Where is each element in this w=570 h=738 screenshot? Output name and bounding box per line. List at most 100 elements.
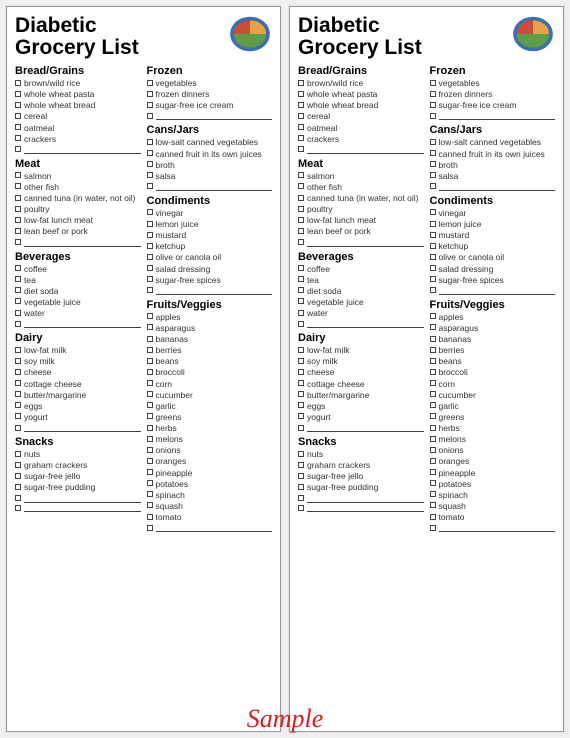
checkbox[interactable]	[430, 436, 436, 442]
checkbox[interactable]	[430, 369, 436, 375]
checkbox[interactable]	[147, 221, 153, 227]
blank-line[interactable]	[307, 320, 424, 328]
checkbox[interactable]	[15, 402, 21, 408]
checkbox[interactable]	[430, 150, 436, 156]
blank-line[interactable]	[156, 112, 273, 120]
checkbox[interactable]	[298, 484, 304, 490]
checkbox[interactable]	[147, 514, 153, 520]
checkbox[interactable]	[15, 505, 21, 511]
checkbox[interactable]	[430, 254, 436, 260]
checkbox[interactable]	[430, 491, 436, 497]
checkbox[interactable]	[15, 135, 21, 141]
checkbox[interactable]	[430, 276, 436, 282]
checkbox[interactable]	[147, 413, 153, 419]
checkbox[interactable]	[298, 265, 304, 271]
checkbox[interactable]	[298, 310, 304, 316]
checkbox[interactable]	[147, 491, 153, 497]
checkbox[interactable]	[15, 451, 21, 457]
checkbox[interactable]	[15, 124, 21, 130]
checkbox[interactable]	[298, 91, 304, 97]
checkbox[interactable]	[298, 321, 304, 327]
checkbox[interactable]	[147, 447, 153, 453]
checkbox[interactable]	[15, 239, 21, 245]
checkbox[interactable]	[15, 413, 21, 419]
checkbox[interactable]	[430, 525, 436, 531]
checkbox[interactable]	[15, 484, 21, 490]
blank-line[interactable]	[439, 112, 556, 120]
checkbox[interactable]	[15, 195, 21, 201]
checkbox[interactable]	[298, 228, 304, 234]
checkbox[interactable]	[430, 413, 436, 419]
checkbox[interactable]	[147, 425, 153, 431]
checkbox[interactable]	[298, 172, 304, 178]
checkbox[interactable]	[298, 276, 304, 282]
checkbox[interactable]	[430, 102, 436, 108]
checkbox[interactable]	[147, 139, 153, 145]
checkbox[interactable]	[147, 265, 153, 271]
checkbox[interactable]	[430, 480, 436, 486]
checkbox[interactable]	[298, 217, 304, 223]
checkbox[interactable]	[147, 172, 153, 178]
checkbox[interactable]	[298, 239, 304, 245]
blank-line[interactable]	[439, 287, 556, 295]
checkbox[interactable]	[430, 161, 436, 167]
checkbox[interactable]	[15, 113, 21, 119]
checkbox[interactable]	[430, 380, 436, 386]
checkbox[interactable]	[298, 473, 304, 479]
checkbox[interactable]	[298, 380, 304, 386]
checkbox[interactable]	[298, 358, 304, 364]
checkbox[interactable]	[15, 358, 21, 364]
blank-line[interactable]	[307, 146, 424, 154]
checkbox[interactable]	[430, 221, 436, 227]
blank-line[interactable]	[24, 239, 141, 247]
checkbox[interactable]	[15, 206, 21, 212]
checkbox[interactable]	[298, 425, 304, 431]
checkbox[interactable]	[15, 228, 21, 234]
checkbox[interactable]	[15, 425, 21, 431]
checkbox[interactable]	[298, 413, 304, 419]
checkbox[interactable]	[430, 324, 436, 330]
checkbox[interactable]	[147, 183, 153, 189]
checkbox[interactable]	[15, 146, 21, 152]
checkbox[interactable]	[15, 91, 21, 97]
checkbox[interactable]	[147, 391, 153, 397]
checkbox[interactable]	[298, 287, 304, 293]
blank-line[interactable]	[24, 495, 141, 503]
checkbox[interactable]	[430, 80, 436, 86]
checkbox[interactable]	[147, 324, 153, 330]
checkbox[interactable]	[15, 391, 21, 397]
checkbox[interactable]	[147, 91, 153, 97]
checkbox[interactable]	[430, 425, 436, 431]
checkbox[interactable]	[15, 183, 21, 189]
checkbox[interactable]	[430, 391, 436, 397]
checkbox[interactable]	[430, 336, 436, 342]
checkbox[interactable]	[298, 451, 304, 457]
checkbox[interactable]	[430, 209, 436, 215]
blank-line[interactable]	[156, 183, 273, 191]
checkbox[interactable]	[298, 102, 304, 108]
checkbox[interactable]	[430, 265, 436, 271]
checkbox[interactable]	[430, 458, 436, 464]
checkbox[interactable]	[147, 102, 153, 108]
blank-line[interactable]	[24, 504, 141, 512]
checkbox[interactable]	[147, 358, 153, 364]
checkbox[interactable]	[147, 254, 153, 260]
checkbox[interactable]	[298, 183, 304, 189]
blank-line[interactable]	[439, 183, 556, 191]
checkbox[interactable]	[147, 313, 153, 319]
blank-line[interactable]	[307, 239, 424, 247]
blank-line[interactable]	[156, 524, 273, 532]
checkbox[interactable]	[298, 369, 304, 375]
checkbox[interactable]	[147, 369, 153, 375]
checkbox[interactable]	[147, 336, 153, 342]
checkbox[interactable]	[15, 102, 21, 108]
checkbox[interactable]	[298, 195, 304, 201]
checkbox[interactable]	[15, 369, 21, 375]
checkbox[interactable]	[298, 113, 304, 119]
checkbox[interactable]	[430, 91, 436, 97]
checkbox[interactable]	[147, 113, 153, 119]
checkbox[interactable]	[298, 495, 304, 501]
blank-line[interactable]	[24, 424, 141, 432]
checkbox[interactable]	[15, 310, 21, 316]
checkbox[interactable]	[147, 480, 153, 486]
